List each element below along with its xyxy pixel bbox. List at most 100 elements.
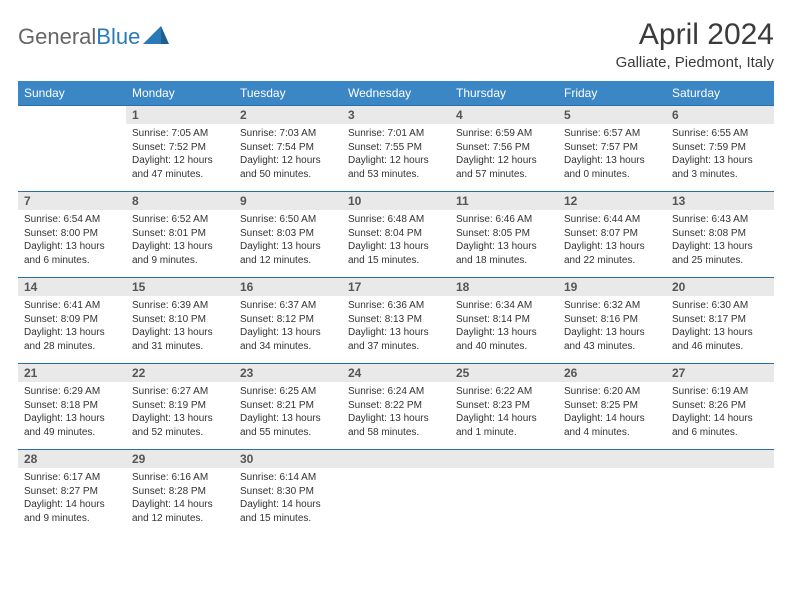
daylight-text: Daylight: 13 hours and 3 minutes.	[672, 154, 768, 181]
calendar-cell: 24Sunrise: 6:24 AMSunset: 8:22 PMDayligh…	[342, 364, 450, 450]
day-number: 11	[450, 192, 558, 210]
sunset-text: Sunset: 8:26 PM	[672, 399, 768, 413]
daylight-text: Daylight: 13 hours and 12 minutes.	[240, 240, 336, 267]
daylight-text: Daylight: 12 hours and 53 minutes.	[348, 154, 444, 181]
day-number: 28	[18, 450, 126, 468]
day-number: 22	[126, 364, 234, 382]
daylight-text: Daylight: 13 hours and 6 minutes.	[24, 240, 120, 267]
sunset-text: Sunset: 8:09 PM	[24, 313, 120, 327]
day-data: Sunrise: 6:50 AMSunset: 8:03 PMDaylight:…	[234, 210, 342, 271]
day-data: Sunrise: 6:46 AMSunset: 8:05 PMDaylight:…	[450, 210, 558, 271]
sunrise-text: Sunrise: 6:41 AM	[24, 299, 120, 313]
logo-text-1: General	[18, 24, 96, 50]
sunset-text: Sunset: 8:10 PM	[132, 313, 228, 327]
sunrise-text: Sunrise: 6:17 AM	[24, 471, 120, 485]
sunrise-text: Sunrise: 6:37 AM	[240, 299, 336, 313]
sunset-text: Sunset: 8:19 PM	[132, 399, 228, 413]
daylight-text: Daylight: 13 hours and 28 minutes.	[24, 326, 120, 353]
sunset-text: Sunset: 8:27 PM	[24, 485, 120, 499]
sunset-text: Sunset: 7:59 PM	[672, 141, 768, 155]
day-number: 3	[342, 106, 450, 124]
sunset-text: Sunset: 8:00 PM	[24, 227, 120, 241]
location-subtitle: Galliate, Piedmont, Italy	[616, 54, 774, 71]
col-header: Wednesday	[342, 81, 450, 106]
day-data: Sunrise: 6:59 AMSunset: 7:56 PMDaylight:…	[450, 124, 558, 185]
daylight-text: Daylight: 13 hours and 58 minutes.	[348, 412, 444, 439]
calendar-row: 14Sunrise: 6:41 AMSunset: 8:09 PMDayligh…	[18, 278, 774, 364]
day-data: Sunrise: 6:32 AMSunset: 8:16 PMDaylight:…	[558, 296, 666, 357]
day-data: Sunrise: 6:36 AMSunset: 8:13 PMDaylight:…	[342, 296, 450, 357]
day-number-empty	[18, 106, 126, 124]
day-data: Sunrise: 6:54 AMSunset: 8:00 PMDaylight:…	[18, 210, 126, 271]
day-data: Sunrise: 6:25 AMSunset: 8:21 PMDaylight:…	[234, 382, 342, 443]
day-number: 12	[558, 192, 666, 210]
daylight-text: Daylight: 14 hours and 12 minutes.	[132, 498, 228, 525]
col-header: Thursday	[450, 81, 558, 106]
day-data: Sunrise: 6:19 AMSunset: 8:26 PMDaylight:…	[666, 382, 774, 443]
calendar-cell: 13Sunrise: 6:43 AMSunset: 8:08 PMDayligh…	[666, 192, 774, 278]
sunset-text: Sunset: 8:25 PM	[564, 399, 660, 413]
day-data: Sunrise: 6:57 AMSunset: 7:57 PMDaylight:…	[558, 124, 666, 185]
calendar-cell: 3Sunrise: 7:01 AMSunset: 7:55 PMDaylight…	[342, 106, 450, 192]
calendar-page: GeneralBlue April 2024 Galliate, Piedmon…	[0, 0, 792, 546]
day-data: Sunrise: 6:34 AMSunset: 8:14 PMDaylight:…	[450, 296, 558, 357]
calendar-cell: 21Sunrise: 6:29 AMSunset: 8:18 PMDayligh…	[18, 364, 126, 450]
calendar-cell: 15Sunrise: 6:39 AMSunset: 8:10 PMDayligh…	[126, 278, 234, 364]
logo: GeneralBlue	[18, 18, 169, 50]
calendar-cell: 7Sunrise: 6:54 AMSunset: 8:00 PMDaylight…	[18, 192, 126, 278]
sunset-text: Sunset: 8:14 PM	[456, 313, 552, 327]
sunset-text: Sunset: 8:12 PM	[240, 313, 336, 327]
sunrise-text: Sunrise: 6:57 AM	[564, 127, 660, 141]
sunrise-text: Sunrise: 6:29 AM	[24, 385, 120, 399]
calendar-cell: 2Sunrise: 7:03 AMSunset: 7:54 PMDaylight…	[234, 106, 342, 192]
calendar-cell: 10Sunrise: 6:48 AMSunset: 8:04 PMDayligh…	[342, 192, 450, 278]
sunset-text: Sunset: 8:07 PM	[564, 227, 660, 241]
sunrise-text: Sunrise: 6:44 AM	[564, 213, 660, 227]
day-data: Sunrise: 6:22 AMSunset: 8:23 PMDaylight:…	[450, 382, 558, 443]
sunset-text: Sunset: 8:17 PM	[672, 313, 768, 327]
sunrise-text: Sunrise: 6:46 AM	[456, 213, 552, 227]
sunset-text: Sunset: 8:21 PM	[240, 399, 336, 413]
calendar-row: 1Sunrise: 7:05 AMSunset: 7:52 PMDaylight…	[18, 106, 774, 192]
day-number: 23	[234, 364, 342, 382]
calendar-cell: 16Sunrise: 6:37 AMSunset: 8:12 PMDayligh…	[234, 278, 342, 364]
day-data: Sunrise: 6:17 AMSunset: 8:27 PMDaylight:…	[18, 468, 126, 529]
sunrise-text: Sunrise: 6:54 AM	[24, 213, 120, 227]
daylight-text: Daylight: 13 hours and 43 minutes.	[564, 326, 660, 353]
sunrise-text: Sunrise: 6:20 AM	[564, 385, 660, 399]
sunrise-text: Sunrise: 6:22 AM	[456, 385, 552, 399]
day-number: 15	[126, 278, 234, 296]
day-data: Sunrise: 6:27 AMSunset: 8:19 PMDaylight:…	[126, 382, 234, 443]
sunrise-text: Sunrise: 6:24 AM	[348, 385, 444, 399]
sunrise-text: Sunrise: 6:59 AM	[456, 127, 552, 141]
daylight-text: Daylight: 13 hours and 18 minutes.	[456, 240, 552, 267]
sunset-text: Sunset: 8:08 PM	[672, 227, 768, 241]
calendar-header-row: Sunday Monday Tuesday Wednesday Thursday…	[18, 81, 774, 106]
sunrise-text: Sunrise: 6:32 AM	[564, 299, 660, 313]
day-data: Sunrise: 6:43 AMSunset: 8:08 PMDaylight:…	[666, 210, 774, 271]
sunrise-text: Sunrise: 7:03 AM	[240, 127, 336, 141]
calendar-cell: 5Sunrise: 6:57 AMSunset: 7:57 PMDaylight…	[558, 106, 666, 192]
calendar-cell	[558, 450, 666, 536]
calendar-cell: 30Sunrise: 6:14 AMSunset: 8:30 PMDayligh…	[234, 450, 342, 536]
sunset-text: Sunset: 8:03 PM	[240, 227, 336, 241]
day-number: 8	[126, 192, 234, 210]
day-data: Sunrise: 6:24 AMSunset: 8:22 PMDaylight:…	[342, 382, 450, 443]
daylight-text: Daylight: 13 hours and 40 minutes.	[456, 326, 552, 353]
sunset-text: Sunset: 8:28 PM	[132, 485, 228, 499]
calendar-cell	[18, 106, 126, 192]
calendar-cell: 17Sunrise: 6:36 AMSunset: 8:13 PMDayligh…	[342, 278, 450, 364]
daylight-text: Daylight: 13 hours and 9 minutes.	[132, 240, 228, 267]
col-header: Monday	[126, 81, 234, 106]
calendar-row: 21Sunrise: 6:29 AMSunset: 8:18 PMDayligh…	[18, 364, 774, 450]
sunset-text: Sunset: 8:16 PM	[564, 313, 660, 327]
calendar-cell: 11Sunrise: 6:46 AMSunset: 8:05 PMDayligh…	[450, 192, 558, 278]
sunset-text: Sunset: 8:05 PM	[456, 227, 552, 241]
logo-text-2: Blue	[96, 24, 140, 50]
sunrise-text: Sunrise: 6:36 AM	[348, 299, 444, 313]
day-data: Sunrise: 6:29 AMSunset: 8:18 PMDaylight:…	[18, 382, 126, 443]
day-number-empty	[450, 450, 558, 468]
calendar-cell: 28Sunrise: 6:17 AMSunset: 8:27 PMDayligh…	[18, 450, 126, 536]
daylight-text: Daylight: 14 hours and 4 minutes.	[564, 412, 660, 439]
sunset-text: Sunset: 8:13 PM	[348, 313, 444, 327]
